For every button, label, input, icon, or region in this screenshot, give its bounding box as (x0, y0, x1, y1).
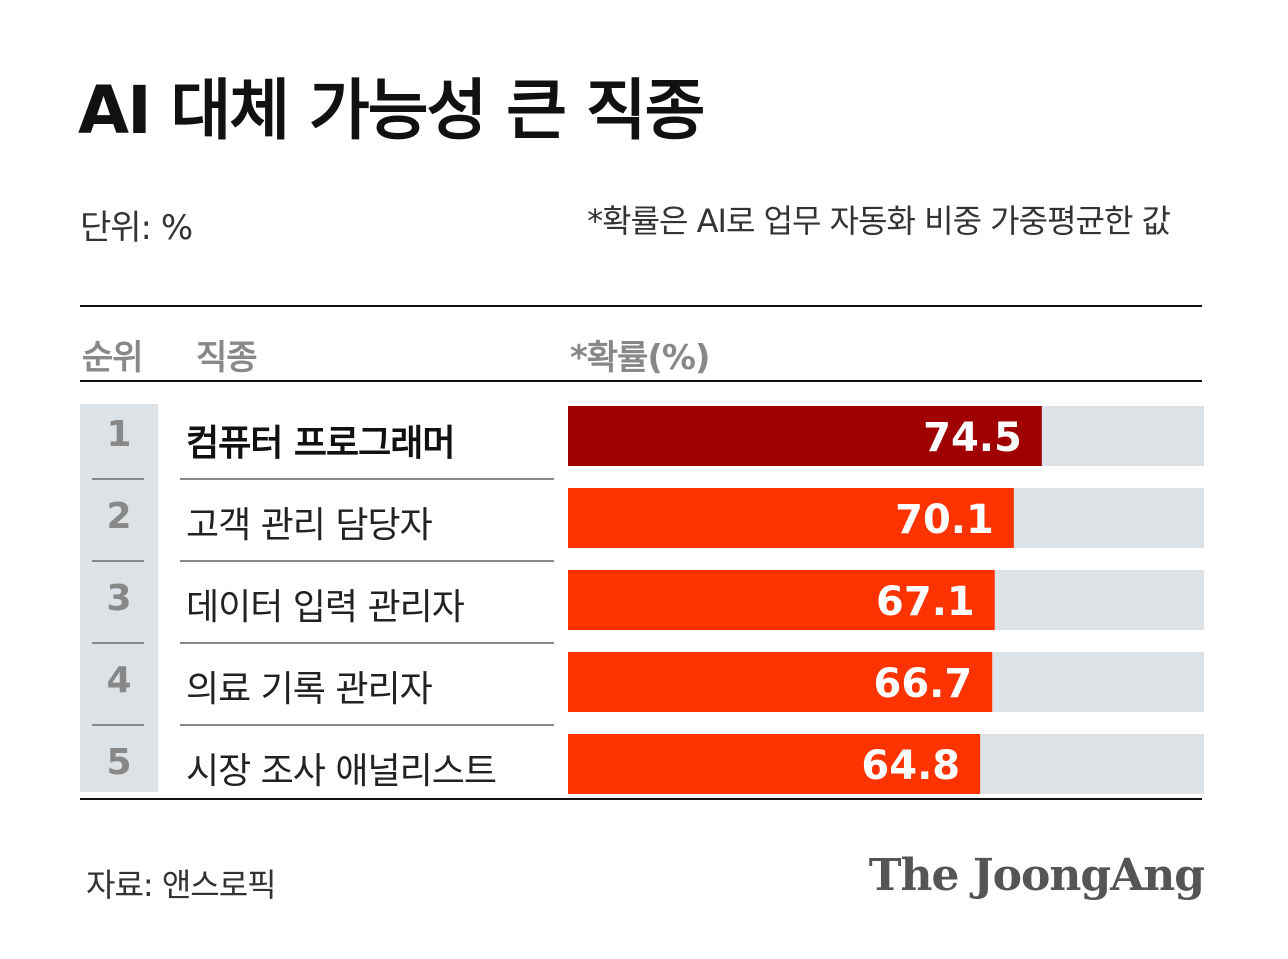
rank-separator (92, 560, 144, 562)
bar-value-label: 64.8 (861, 743, 960, 789)
header-probability: *확률(%) (570, 338, 710, 378)
rank-column-background (80, 404, 158, 792)
rank-separator (92, 642, 144, 644)
job-label: 시장 조사 애널리스트 (186, 751, 497, 792)
bar-chart: 74.5 70.1 67.1 66.7 64.8 (568, 406, 1204, 794)
row-separator (180, 560, 554, 562)
job-label: 데이터 입력 관리자 (186, 587, 465, 628)
bar-value-label: 74.5 (923, 415, 1022, 461)
header-rank: 순위 (82, 338, 144, 378)
footnote: *확률은 AI로 업무 자동화 비중 가중평균한 값 (587, 202, 1171, 240)
row-separator (180, 724, 554, 726)
chart-title: AI 대체 가능성 큰 직종 (78, 72, 705, 149)
header-job: 직종 (196, 338, 258, 378)
row-separator (180, 642, 554, 644)
rank-separator (92, 724, 144, 726)
bar (568, 734, 981, 794)
rank-number: 3 (106, 578, 132, 619)
bar-value-label: 70.1 (895, 497, 994, 543)
rank-number: 1 (106, 414, 132, 455)
bar (568, 652, 993, 712)
bar (568, 406, 1042, 466)
job-label: 고객 관리 담당자 (186, 505, 433, 546)
rank-number: 4 (106, 660, 132, 701)
brand-logo: The JoongAng (868, 850, 1205, 901)
bar-value-label: 66.7 (874, 661, 973, 707)
source-label: 자료: 앤스로픽 (86, 866, 277, 904)
rank-number: 2 (106, 496, 132, 537)
header-rule (80, 380, 1202, 382)
top-rule (80, 305, 1202, 307)
rank-number: 5 (106, 742, 132, 783)
bar-value-label: 67.1 (876, 579, 975, 625)
unit-label: 단위: % (80, 208, 193, 248)
job-label: 컴퓨터 프로그래머 (186, 423, 455, 464)
bottom-rule (80, 798, 1202, 800)
row-separator (180, 478, 554, 480)
job-label: 의료 기록 관리자 (186, 669, 433, 710)
bar (568, 488, 1014, 548)
bar (568, 570, 995, 630)
rank-separator (92, 478, 144, 480)
